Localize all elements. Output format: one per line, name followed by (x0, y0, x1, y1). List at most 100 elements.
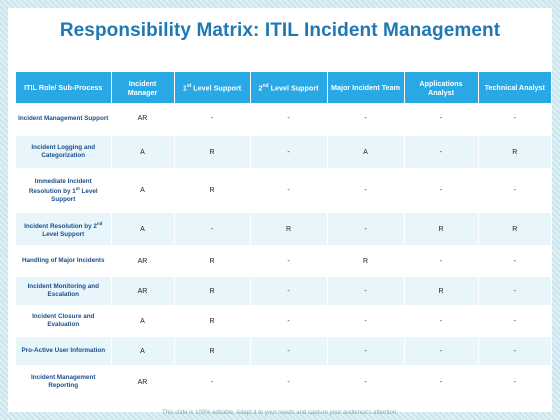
col-header-major-incident-team: Major Incident Team (327, 72, 405, 103)
raci-cell: - (250, 336, 328, 367)
label-text: Incident Manager (127, 78, 158, 97)
raci-cell: - (478, 103, 551, 136)
table-row: Incident Resolution by 2nd Level Support… (16, 212, 551, 247)
label-text-suffix: Level Support (191, 83, 242, 93)
ordinal-suffix: nd (262, 83, 269, 90)
raci-cell: - (327, 276, 405, 307)
raci-cell: R (174, 169, 251, 213)
raci-cell: - (327, 336, 405, 367)
raci-cell: R (174, 246, 251, 277)
col-header-first-level-support: 1st Level Support (174, 72, 251, 103)
raci-cell: AR (111, 366, 175, 399)
raci-cell: A (111, 169, 175, 213)
slide: Responsibility Matrix: ITIL Incident Man… (8, 8, 552, 412)
raci-cell: - (478, 246, 551, 277)
raci-cell: A (111, 212, 175, 247)
raci-cell: - (327, 306, 405, 337)
raci-cell: - (478, 336, 551, 367)
label-text: Applications Analyst (419, 78, 463, 97)
header-row: ITIL Role/ Sub-Process Incident Manager 1s… (16, 72, 551, 103)
raci-cell: - (174, 366, 251, 399)
label-text: Major Incident Team (331, 83, 400, 92)
label-text: Pro-Active User Information (21, 347, 106, 355)
raci-cell: - (250, 366, 328, 399)
raci-cell: - (327, 103, 405, 136)
role-cell: Incident Closure and Evaluation (16, 306, 112, 337)
slide-title: Responsibility Matrix: ITIL Incident Man… (59, 20, 501, 41)
role-cell: Incident Management Reporting (16, 366, 112, 399)
label-text: ITIL Role/ Sub-Process (24, 83, 103, 92)
raci-cell: - (478, 306, 551, 337)
raci-cell: - (250, 135, 328, 170)
label-text: 2 (258, 83, 263, 93)
role-cell: Incident Resolution by 2nd Level Support (16, 212, 112, 247)
raci-cell: - (174, 103, 251, 136)
raci-cell: A (327, 135, 405, 170)
label-text: Incident Logging and Categorization (31, 144, 96, 159)
raci-cell: AR (111, 276, 175, 307)
label-text: Technical Analyst (484, 83, 545, 92)
ordinal-suffix: st (186, 83, 192, 90)
table-row: Incident Monitoring and Escalation AR R - - R… (16, 276, 551, 307)
raci-cell: - (478, 366, 551, 399)
raci-cell: - (250, 246, 328, 277)
table-row: Incident Closure and Evaluation A R - - - - (16, 306, 551, 337)
raci-cell: R (174, 276, 251, 307)
raci-cell: R (174, 306, 251, 337)
raci-cell: - (478, 169, 551, 213)
raci-cell: A (111, 306, 175, 337)
label-text-suffix: Level Support (268, 83, 319, 93)
raci-cell: R (250, 212, 328, 247)
label-text: Handling of Major Incidents (21, 257, 105, 265)
ordinal-suffix: nd (96, 220, 103, 226)
label-text: Immediate Incident Resolution by 1 (28, 177, 92, 196)
table-row: Handling of Major Incidents AR R - R - - (16, 246, 551, 277)
table-row: Incident Logging and Categorization A R - A -… (16, 135, 551, 170)
role-cell: Incident Management Support (16, 103, 112, 136)
role-cell: Pro-Active User Information (16, 336, 112, 367)
role-cell: Incident Monitoring and Escalation (16, 276, 112, 307)
raci-cell: R (174, 336, 251, 367)
col-header-second-level-support: 2nd Level Support (250, 72, 328, 103)
label-text: Incident Closure and Evaluation (32, 313, 95, 328)
raci-cell: - (250, 276, 328, 307)
label-text-suffix: Level Support (51, 188, 98, 203)
raci-cell: - (327, 212, 405, 247)
raci-cell: - (404, 246, 479, 277)
label-text: Incident Management Support (18, 114, 109, 122)
raci-cell: R (478, 212, 551, 247)
raci-cell: R (174, 135, 251, 170)
col-header-incident-manager: Incident Manager (111, 72, 175, 103)
raci-cell: - (174, 212, 251, 247)
table-row: Incident Management Support AR - - - - - (16, 103, 551, 136)
role-cell: Immediate Incident Resolution by 1st Lev… (16, 169, 112, 213)
label-text: Incident Resolution by 2 (24, 222, 97, 230)
table-row: Incident Management Reporting AR - - - - - (16, 366, 551, 399)
table-row: Immediate Incident Resolution by 1st Lev… (16, 169, 551, 213)
table-body: Incident Management Support AR - - - - - Incide… (16, 103, 551, 399)
raci-cell: R (404, 212, 479, 247)
col-header-applications-analyst: Applications Analyst (404, 72, 479, 103)
label-text-suffix: Level Support (42, 230, 85, 238)
raci-cell: - (327, 169, 405, 213)
raci-cell: AR (111, 246, 175, 277)
raci-cell: R (404, 276, 479, 307)
raci-cell: - (404, 169, 479, 213)
raci-cell: - (327, 366, 405, 399)
table-row: Pro-Active User Information A R - - - - (16, 336, 551, 367)
label-text: 1 (182, 83, 187, 93)
raci-cell: - (404, 336, 479, 367)
raci-cell: - (404, 103, 479, 136)
footer-note: This slide is 100% editable. Adapt it to… (162, 410, 398, 416)
responsibility-matrix-table: ITIL Role/ Sub-Process Incident Manager 1s… (16, 72, 551, 399)
raci-cell: - (478, 276, 551, 307)
role-cell: Incident Logging and Categorization (16, 135, 112, 170)
raci-cell: R (478, 135, 551, 170)
raci-cell: - (250, 103, 328, 136)
raci-cell: - (404, 366, 479, 399)
raci-cell: - (404, 306, 479, 337)
raci-cell: - (404, 135, 479, 170)
col-header-technical-analyst: Technical Analyst (478, 72, 551, 103)
col-header-role: ITIL Role/ Sub-Process (16, 72, 112, 103)
role-cell: Handling of Major Incidents (16, 246, 112, 277)
